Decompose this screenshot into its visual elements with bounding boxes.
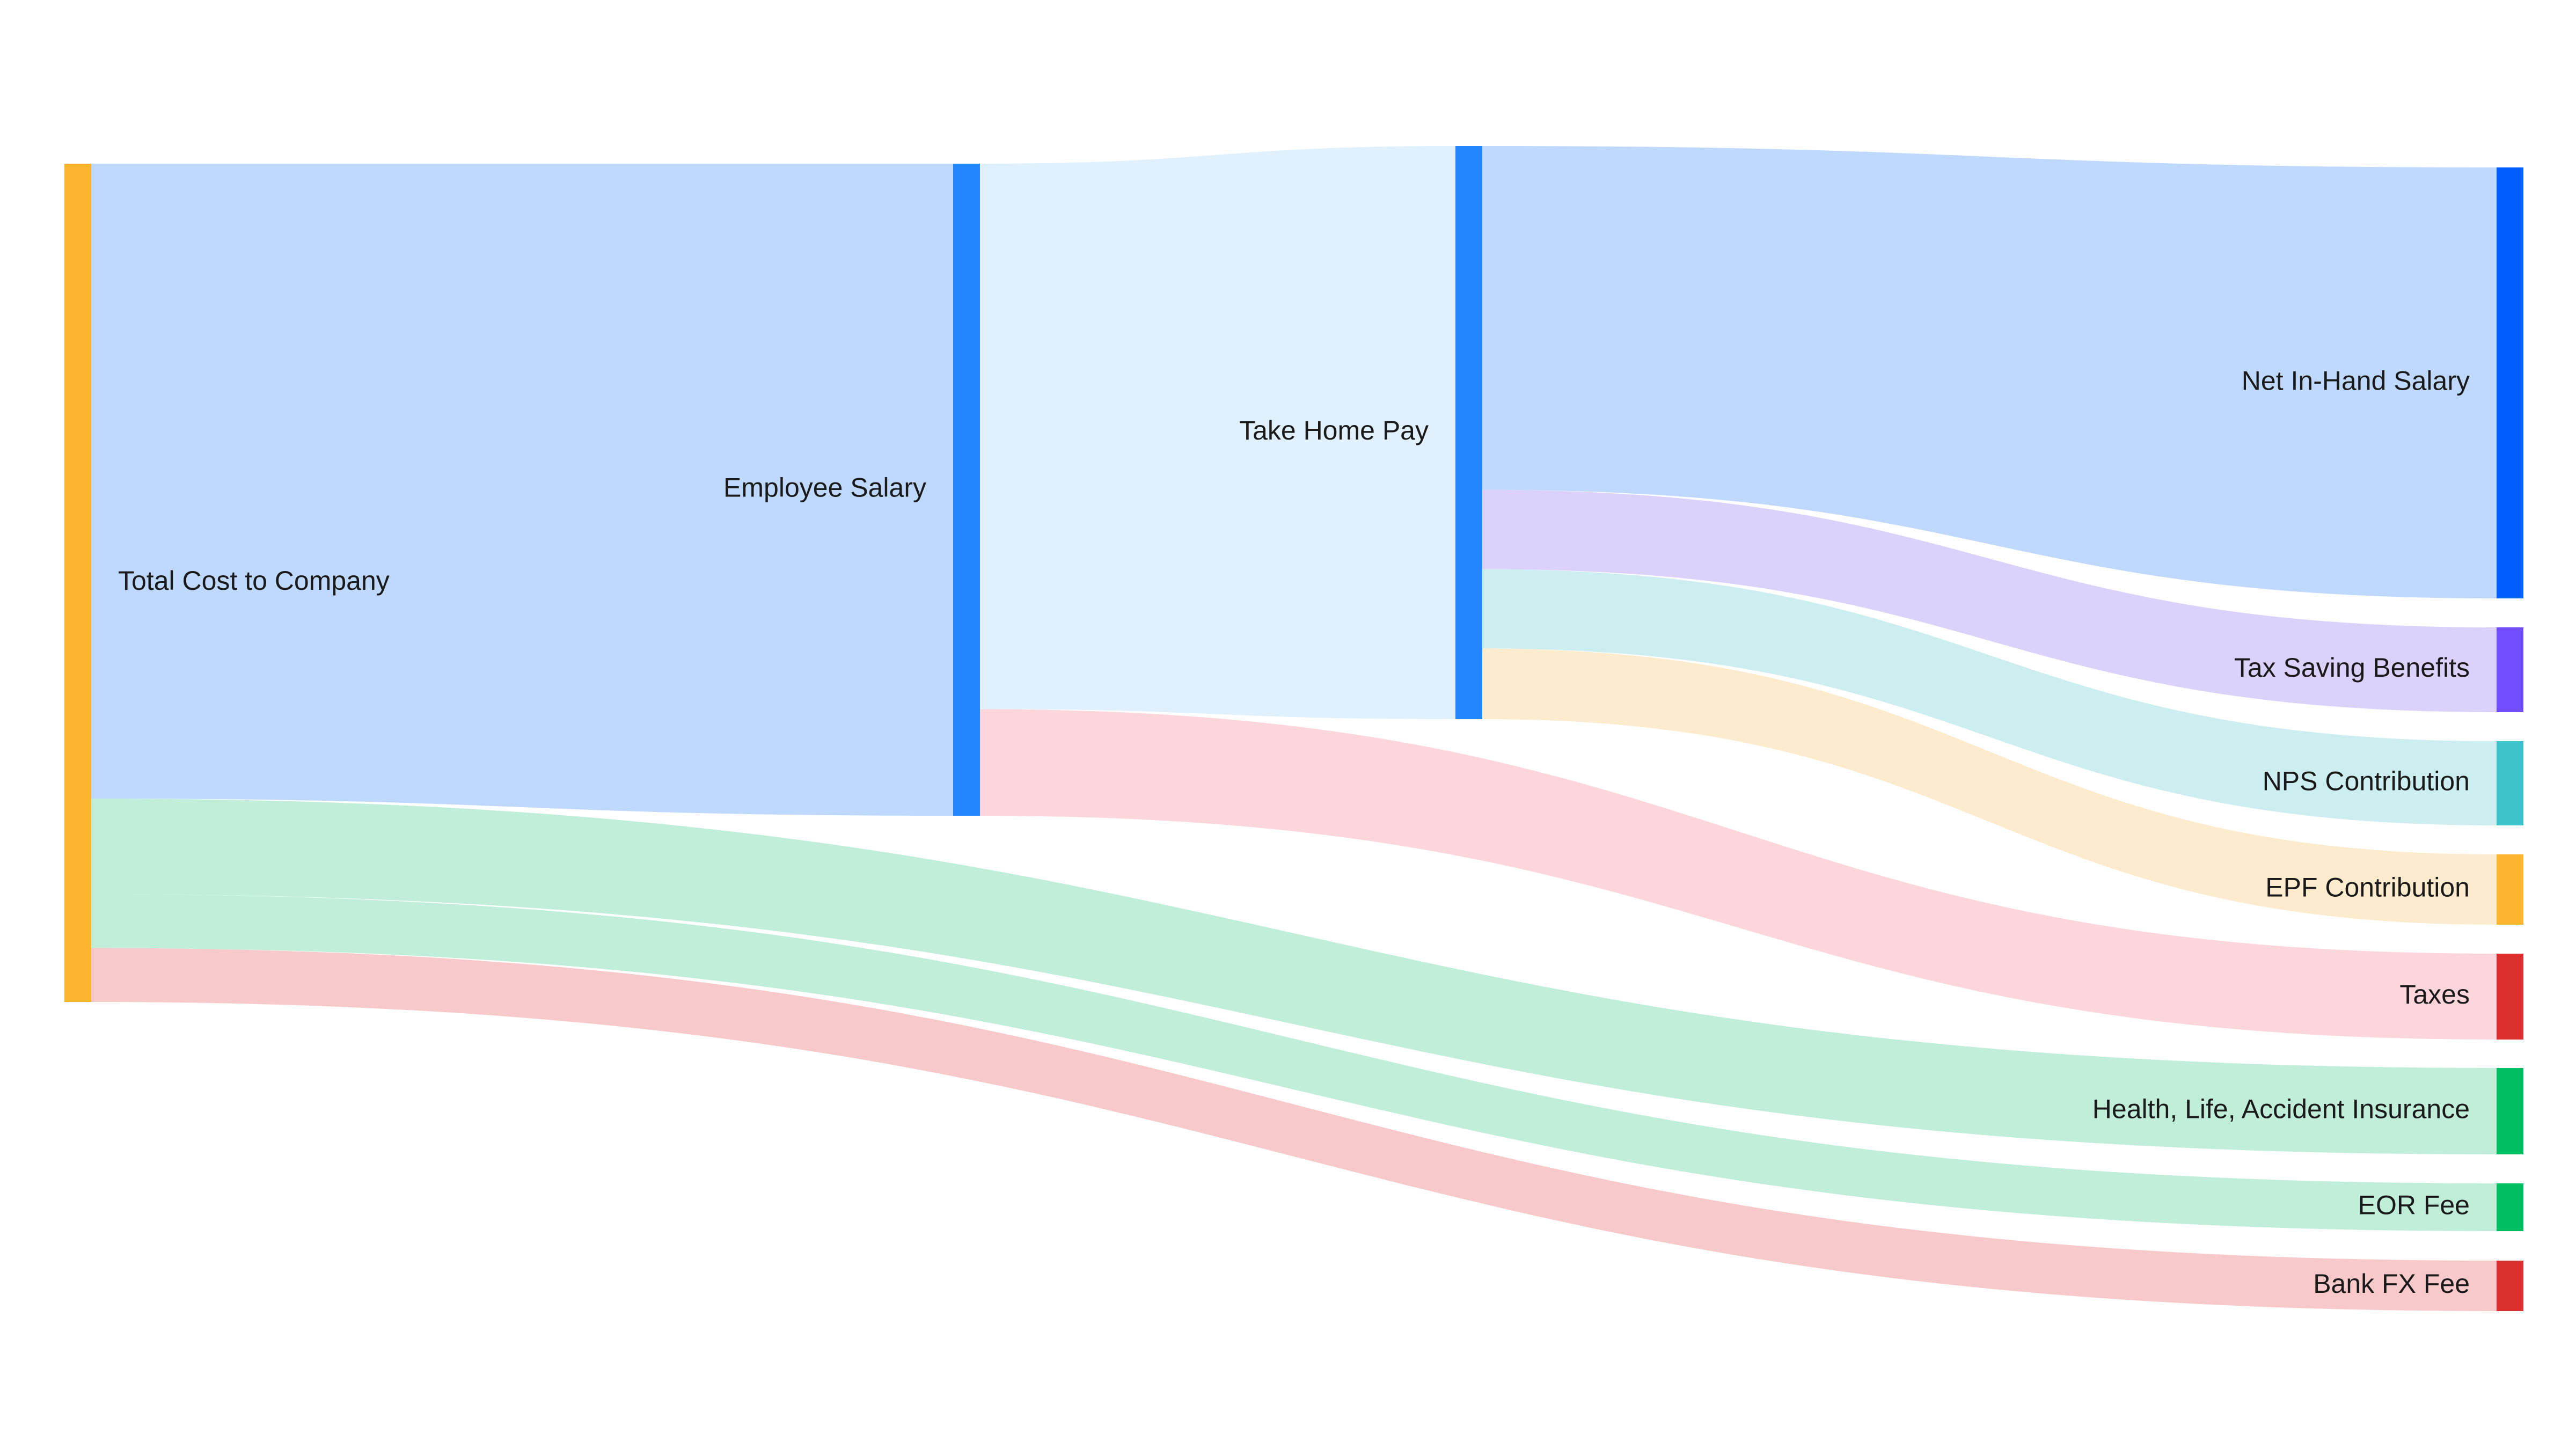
node-label-taxsaving: Tax Saving Benefits (2234, 653, 2470, 683)
node-bar-epf (2497, 854, 2523, 925)
link-salary-to-takehome (980, 146, 1455, 719)
node-label-epf: EPF Contribution (2265, 873, 2470, 903)
sankey-links (91, 146, 2497, 1311)
link-takehome-to-taxsaving (1482, 489, 2497, 712)
node-label-bankfx: Bank FX Fee (2313, 1269, 2470, 1299)
node-label-total: Total Cost to Company (118, 566, 390, 596)
node-bar-insurance (2497, 1068, 2523, 1154)
node-label-takehome: Take Home Pay (1239, 415, 1429, 445)
node-bar-nps (2497, 741, 2523, 825)
node-label-eor: EOR Fee (2358, 1190, 2470, 1220)
link-total-to-eor (91, 894, 2497, 1231)
link-salary-to-taxes (980, 709, 2497, 1040)
node-bar-takehome (1455, 146, 1482, 719)
node-bar-taxsaving (2497, 627, 2523, 712)
link-total-to-bankfx (91, 948, 2497, 1311)
node-bar-taxes (2497, 954, 2523, 1040)
node-label-taxes: Taxes (2399, 979, 2470, 1009)
node-label-insurance: Health, Life, Accident Insurance (2092, 1094, 2470, 1124)
node-bar-eor (2497, 1183, 2523, 1231)
node-label-net: Net In-Hand Salary (2242, 366, 2470, 396)
link-takehome-to-nps (1482, 569, 2497, 825)
node-bar-total (64, 164, 91, 1002)
node-bar-salary (953, 164, 980, 816)
node-label-nps: NPS Contribution (2263, 766, 2470, 796)
sankey-labels: Total Cost to Company Employee Salary Take… (118, 366, 2470, 1299)
sankey-nodes (64, 146, 2523, 1311)
link-takehome-to-net (1482, 146, 2497, 598)
link-takehome-to-epf (1482, 648, 2497, 925)
link-total-to-salary (91, 164, 953, 816)
node-label-salary: Employee Salary (723, 473, 926, 503)
node-bar-net (2497, 167, 2523, 598)
node-bar-bankfx (2497, 1261, 2523, 1311)
link-total-to-insurance (91, 799, 2497, 1154)
